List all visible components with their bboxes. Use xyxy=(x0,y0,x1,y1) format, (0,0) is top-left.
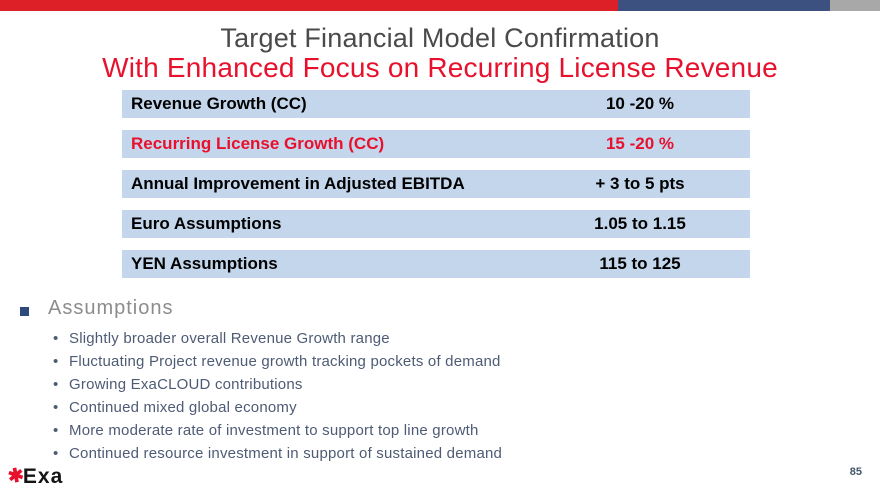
row-label: Euro Assumptions xyxy=(131,214,282,233)
table-row-adjusted-ebitda: Annual Improvement in Adjusted EBITDA + … xyxy=(122,170,750,198)
table-row-yen-assumptions: YEN Assumptions 115 to 125 xyxy=(122,250,750,278)
assumption-item: Continued mixed global economy xyxy=(52,396,612,419)
row-label: Revenue Growth (CC) xyxy=(131,94,307,113)
top-accent-bar xyxy=(0,0,880,11)
row-value: 15 -20 % xyxy=(605,134,675,153)
assumption-item: Fluctuating Project revenue growth track… xyxy=(52,350,612,373)
row-value: 10 -20 % xyxy=(605,94,675,113)
exa-logo-star-icon: ✱ xyxy=(6,464,26,488)
row-label: Annual Improvement in Adjusted EBITDA xyxy=(131,174,465,193)
row-value: 115 to 125 xyxy=(599,254,681,273)
exa-logo-text: Exa xyxy=(22,464,64,488)
assumption-item: Continued resource investment in support… xyxy=(52,442,612,465)
page-number: 85 xyxy=(849,466,862,478)
assumption-item: Growing ExaCLOUD contributions xyxy=(52,373,612,396)
assumption-item: Slightly broader overall Revenue Growth … xyxy=(52,327,612,350)
assumptions-heading: Assumptions xyxy=(48,297,174,319)
assumptions-bullet-list: Slightly broader overall Revenue Growth … xyxy=(52,327,612,465)
exa-logo: ✱ Exa xyxy=(6,464,64,488)
square-bullet-icon xyxy=(20,307,29,316)
financial-model-table: Revenue Growth (CC) 10 -20 % Recurring L… xyxy=(122,90,750,290)
table-row-revenue-growth: Revenue Growth (CC) 10 -20 % xyxy=(122,90,750,118)
top-bar-red-segment xyxy=(0,0,618,11)
top-bar-blue-segment xyxy=(618,0,830,11)
slide-title: Target Financial Model Confirmation xyxy=(220,23,660,53)
row-value: + 3 to 5 pts xyxy=(595,174,685,193)
table-row-recurring-license-growth: Recurring License Growth (CC) 15 -20 % xyxy=(122,130,750,158)
slide-subtitle: With Enhanced Focus on Recurring License… xyxy=(102,52,778,83)
row-label: Recurring License Growth (CC) xyxy=(131,134,385,153)
table-row-euro-assumptions: Euro Assumptions 1.05 to 1.15 xyxy=(122,210,750,238)
row-label: YEN Assumptions xyxy=(131,254,278,273)
row-value: 1.05 to 1.15 xyxy=(594,214,686,233)
assumption-item: More moderate rate of investment to supp… xyxy=(52,419,612,442)
top-bar-gray-segment xyxy=(830,0,880,11)
